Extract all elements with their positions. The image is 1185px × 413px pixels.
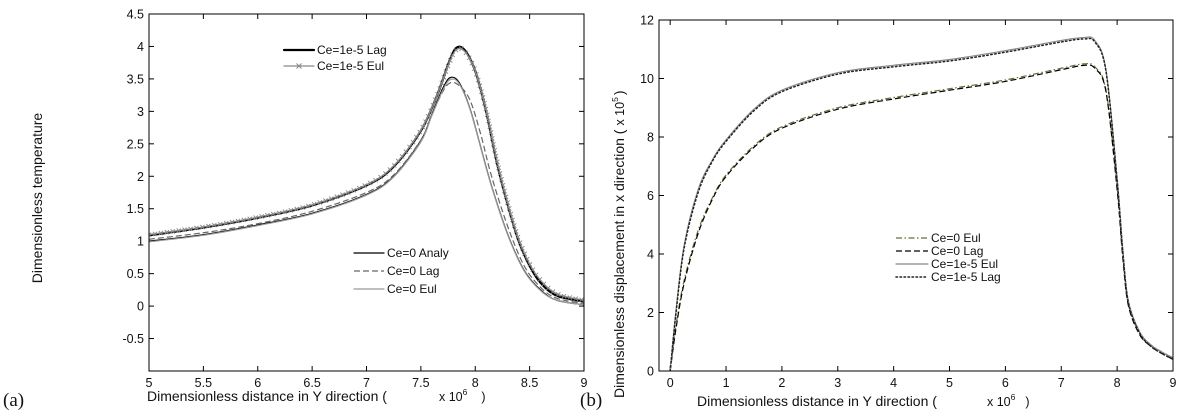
y-tick-label: 2: [647, 306, 654, 320]
y-tick-label: 0: [137, 300, 144, 314]
chart-b-x-multiplier: x 106): [987, 392, 1030, 409]
series-line-2: [669, 36, 1173, 371]
chart-b-y-axis-label: Dimensionless displacement in x directio…: [610, 91, 627, 399]
x-tick-label: 6: [254, 376, 261, 390]
series-line-3: [669, 37, 1173, 371]
chart-b-plot-frame: [658, 19, 1174, 372]
series-markers-1: [149, 46, 584, 303]
legend-marker: [296, 63, 302, 69]
x-tick-label: 9: [1170, 376, 1177, 390]
x-tick-label: 7: [1058, 376, 1065, 390]
chart-b-x-axis-label: Dimensionless distance in Y direction (: [697, 393, 937, 409]
y-tick-label: 3: [137, 105, 144, 119]
y-tick-label: 0: [647, 365, 654, 379]
series-line-4: [149, 78, 584, 306]
chart-a-x-multiplier-base: x 10: [439, 390, 463, 404]
x-tick-label: 6: [1002, 376, 1009, 390]
chart-a-x-axis-label: Dimensionless distance in Y direction (: [147, 388, 387, 404]
x-tick-label: 8: [472, 376, 479, 390]
chart-b-series: [669, 36, 1173, 371]
x-tick-label: 6.5: [303, 376, 320, 390]
x-tick-label: 1: [723, 376, 730, 390]
y-tick-label: 12: [640, 14, 654, 28]
chart-b-y-axis-label-text: Dimensionless displacement in x directio…: [611, 129, 627, 398]
x-tick-label: 7.5: [412, 376, 429, 390]
legend-entry-label: Ce=1e-5 Lag: [317, 43, 387, 57]
series-line-0: [149, 45, 584, 303]
chart-b-x-multiplier-base: x 10: [987, 395, 1011, 409]
legend-entry-label: Ce=0 Eul: [931, 231, 981, 245]
x-tick-label: 0: [667, 376, 674, 390]
chart-b-y-multiplier-close: ): [611, 91, 627, 96]
x-tick-label: 3: [834, 376, 841, 390]
chart-b-y-multiplier-exponent: 5: [610, 97, 620, 102]
chart-a-x-multiplier: x 106): [439, 387, 486, 404]
y-tick-label: 2.5: [127, 137, 144, 151]
chart-b-y-multiplier-base: x 10: [613, 102, 627, 126]
y-tick-label: 0.5: [127, 267, 144, 281]
x-tick-label: 4: [890, 376, 897, 390]
chart-a-x-multiplier-close: ): [481, 390, 485, 404]
series-line-0: [669, 62, 1173, 371]
series-line-3: [149, 81, 584, 305]
chart-b-x-multiplier-close: ): [1025, 395, 1029, 409]
y-tick-label: 4.5: [127, 8, 144, 22]
chart-b-panel-label: (b): [580, 390, 602, 411]
series-line-1: [149, 47, 584, 301]
x-tick-label: 5: [146, 376, 153, 390]
chart-a-ticks: 5 5.5 6 6.5 7 7.5 8 8.5 9 -0.5 0 0.5 1 1.5 2 2.5 3 3.5 4 4.…: [122, 8, 587, 391]
x-tick-label: 7: [363, 376, 370, 390]
legend-entry-label: Ce=1e-5 Eul: [931, 257, 998, 271]
x-tick-label: 5.5: [195, 376, 212, 390]
chart-a-plot-frame: [148, 13, 585, 372]
legend-entry-label: Ce=0 Lag: [931, 244, 983, 258]
legend-entry-label: Ce=0 Lag: [387, 264, 439, 278]
y-tick-label: 10: [640, 72, 654, 86]
chart-a-y-axis-label: Dimensionless temperature: [29, 113, 45, 284]
y-tick-label: 2: [137, 170, 144, 184]
x-tick-label: 8.5: [521, 376, 538, 390]
chart-b-x-multiplier-exponent: 6: [1011, 392, 1016, 402]
legend-entry-label: Ce=0 Analy: [387, 246, 449, 260]
y-tick-label: -0.5: [122, 332, 144, 346]
legend-entry-label: Ce=1e-5 Lag: [931, 270, 1001, 284]
chart-a-series: [149, 45, 584, 306]
y-tick-label: 1.5: [127, 202, 144, 216]
y-tick-label: 6: [647, 189, 654, 203]
y-tick-label: 8: [647, 131, 654, 145]
x-tick-label: 2: [778, 376, 785, 390]
series-line-1: [669, 64, 1173, 371]
x-tick-label: 5: [946, 376, 953, 390]
y-tick-label: 4: [647, 248, 654, 262]
legend-entry-label: Ce=0 Eul: [387, 282, 437, 296]
chart-a-x-multiplier-exponent: 6: [463, 387, 468, 397]
legend-entry-label: Ce=1e-5 Eul: [317, 59, 384, 73]
x-tick-label: 8: [1114, 376, 1121, 390]
y-tick-label: 1: [137, 235, 144, 249]
chart-a-legend-middle: Ce=0 Analy Ce=0 Lag Ce=0 Eul: [353, 246, 449, 296]
y-tick-label: 4: [137, 40, 144, 54]
chart-a-panel-label: (a): [3, 390, 24, 411]
y-tick-label: 3.5: [127, 72, 144, 86]
x-tick-label: 9: [581, 376, 588, 390]
chart-a-legend-top: Ce=1e-5 Lag Ce=1e-5 Eul: [282, 43, 387, 73]
chart-a: (a) 5 5.5 6 6.5 7 7.5 8 8.5 9 -0.5 0 0.5 1 1.5 2 2.5 3 3.…: [3, 8, 588, 412]
